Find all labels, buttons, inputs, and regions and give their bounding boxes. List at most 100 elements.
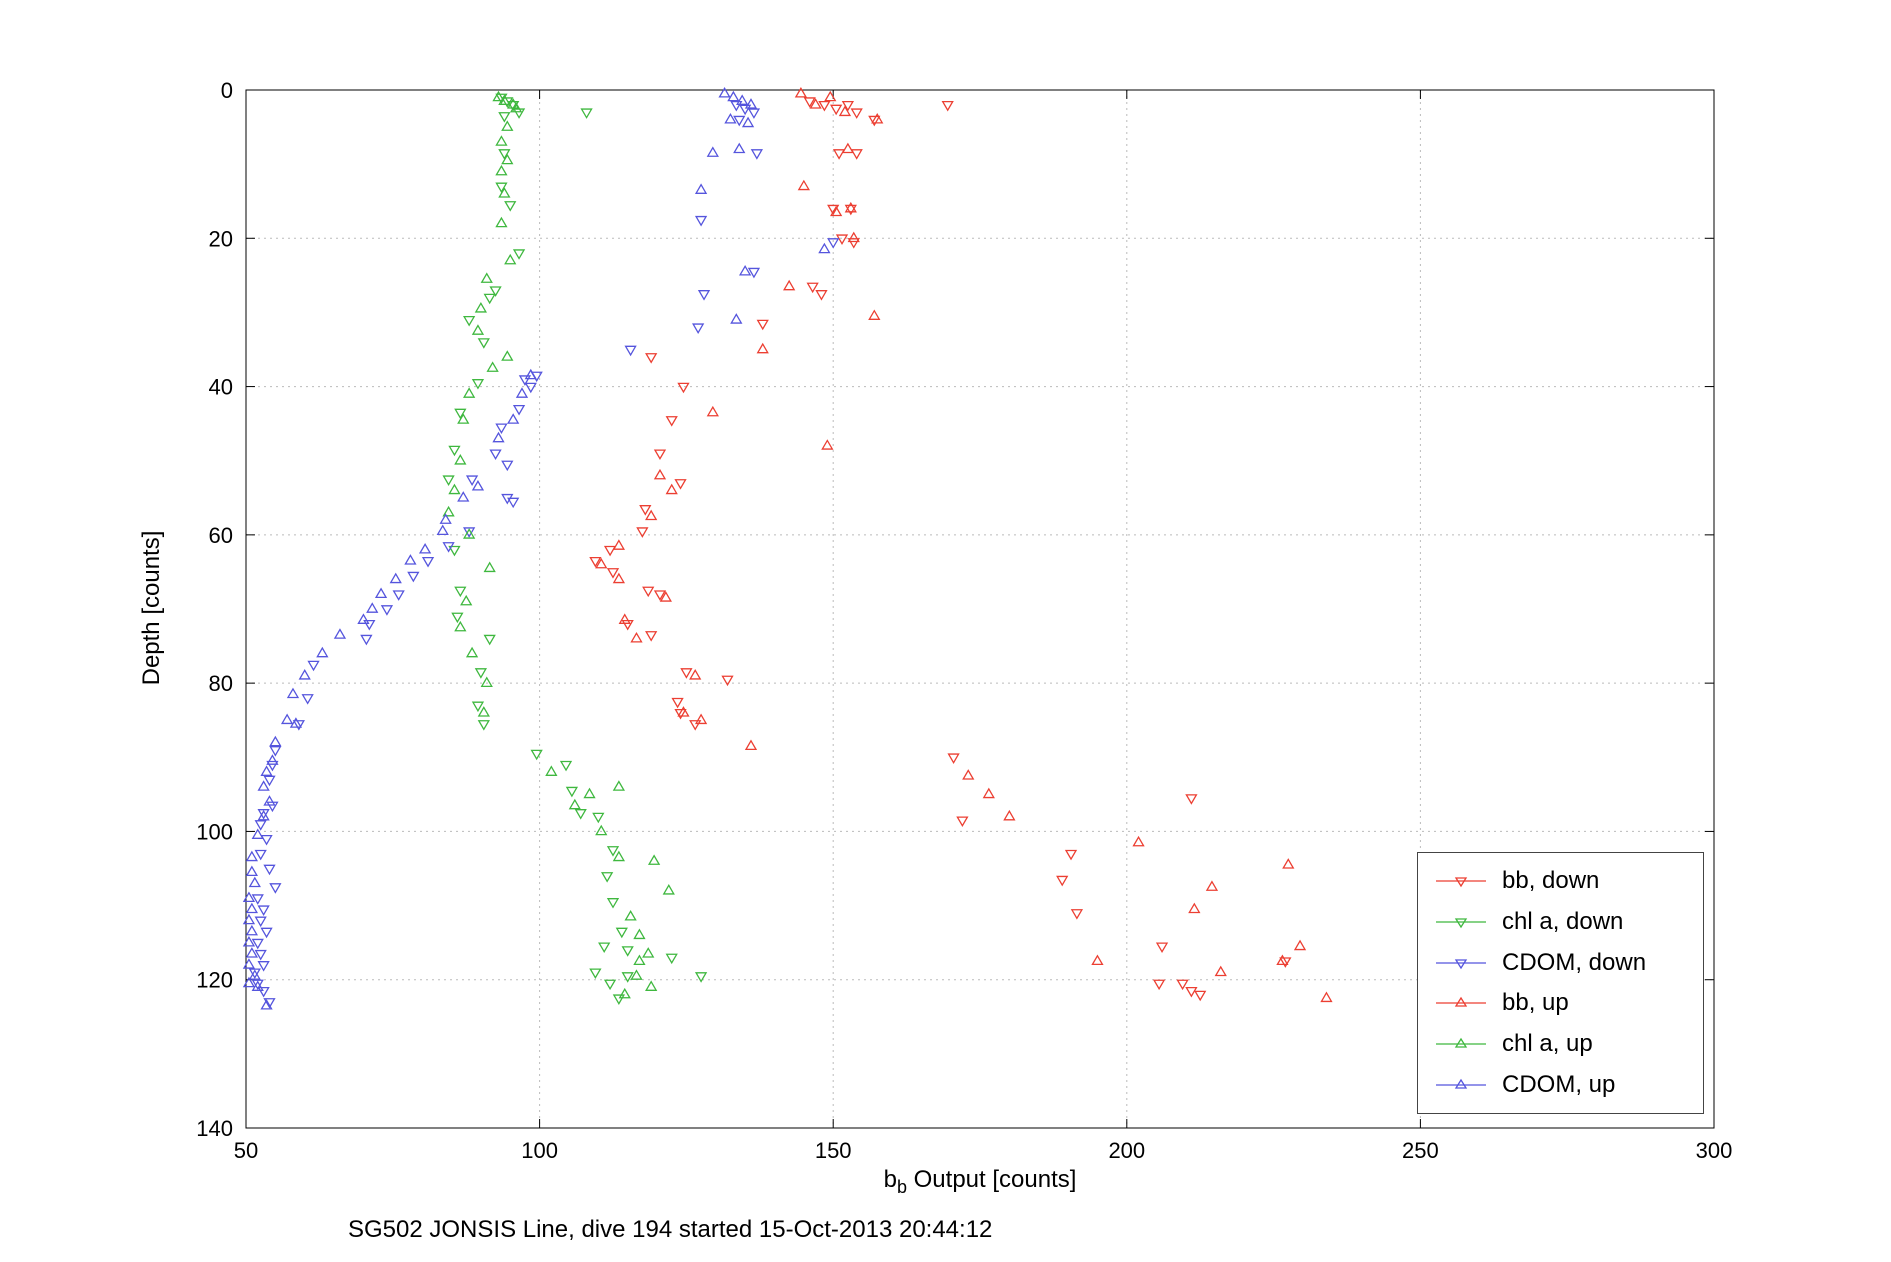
data-point: [677, 382, 690, 394]
y-axis-label-text: Depth [counts]: [138, 530, 165, 686]
data-point: [603, 545, 617, 557]
legend-entry: chl a, down: [1418, 908, 1703, 936]
data-point: [645, 509, 658, 521]
data-point: [260, 998, 273, 1010]
data-point: [269, 735, 282, 747]
data-point: [448, 545, 461, 557]
data-point: [624, 345, 637, 357]
data-point: [512, 108, 526, 119]
y-tick-label: 80: [209, 671, 233, 696]
data-point: [360, 634, 373, 646]
data-point: [612, 780, 626, 791]
data-point: [850, 108, 863, 119]
data-point: [245, 947, 259, 958]
data-point: [1279, 957, 1292, 968]
data-point: [706, 146, 719, 157]
data-point: [257, 986, 270, 998]
legend-label: chl a, up: [1502, 1029, 1593, 1057]
data-point: [507, 413, 520, 424]
data-point: [242, 976, 256, 988]
data-point: [486, 361, 499, 372]
data-point: [750, 149, 763, 160]
data-point: [504, 201, 517, 212]
data-point: [280, 713, 294, 725]
data-point: [471, 324, 485, 335]
data-point: [1276, 954, 1289, 966]
data-point: [630, 631, 643, 643]
legend-label: chl a, down: [1502, 907, 1624, 935]
y-tick-label: 100: [196, 819, 233, 844]
data-point: [392, 590, 405, 601]
data-point: [495, 135, 508, 146]
data-point: [706, 405, 719, 417]
data-point: [465, 475, 479, 486]
data-point: [733, 115, 746, 127]
y-axis-label: Depth [counts]: [138, 531, 166, 686]
data-point: [483, 634, 496, 646]
data-point: [1064, 849, 1078, 861]
data-point: [251, 938, 264, 950]
data-point: [841, 100, 855, 112]
data-point: [718, 87, 731, 98]
data-point: [1176, 979, 1189, 991]
data-point: [439, 513, 452, 524]
data-point: [260, 765, 273, 776]
data-point: [248, 968, 261, 979]
y-tick-label: 40: [209, 375, 233, 400]
data-point: [844, 204, 857, 216]
data-point: [495, 164, 508, 176]
data-point: [454, 454, 467, 465]
data-point: [524, 382, 537, 394]
data-point: [257, 905, 270, 916]
data-point: [477, 720, 490, 731]
data-point: [580, 108, 593, 119]
x-tick-label: 50: [234, 1138, 258, 1163]
data-point: [495, 423, 508, 435]
data-point: [756, 342, 769, 354]
data-point: [621, 619, 634, 631]
data-point: [818, 242, 831, 254]
data-point: [477, 706, 490, 717]
data-point: [483, 561, 496, 573]
data-point: [850, 149, 863, 160]
data-point: [730, 100, 743, 112]
data-point: [868, 309, 881, 320]
data-point: [260, 834, 273, 846]
data-point: [480, 676, 493, 687]
data-point: [471, 379, 485, 390]
data-point: [471, 479, 485, 491]
data-point: [286, 687, 300, 699]
data-point: [254, 916, 267, 928]
data-point: [257, 780, 270, 791]
data-point: [515, 387, 529, 398]
data-point: [803, 97, 816, 108]
data-point: [868, 115, 881, 127]
data-point: [363, 619, 376, 631]
data-point: [647, 854, 661, 865]
data-point: [269, 883, 282, 894]
data-point: [307, 660, 320, 672]
data-point: [260, 927, 273, 939]
data-point: [1282, 858, 1295, 869]
data-point: [477, 338, 490, 349]
data-point: [251, 894, 264, 905]
triangle-up-icon: [1436, 1078, 1486, 1089]
legend-entry: chl a, up: [1418, 1030, 1703, 1058]
data-point: [489, 449, 502, 460]
data-point: [694, 215, 708, 227]
triangle-down-icon: [1436, 958, 1486, 969]
data-point: [245, 850, 259, 862]
data-point: [809, 98, 822, 109]
data-point: [680, 668, 693, 679]
data-point: [1003, 809, 1016, 821]
data-point: [1091, 954, 1104, 966]
data-point: [744, 739, 758, 751]
data-point: [565, 786, 579, 798]
data-point: [697, 290, 711, 301]
data-point: [1185, 986, 1198, 998]
data-point: [374, 587, 388, 599]
data-point: [730, 313, 743, 324]
data-point: [366, 602, 379, 613]
y-tick-label: 140: [196, 1116, 233, 1141]
data-point: [495, 182, 508, 194]
